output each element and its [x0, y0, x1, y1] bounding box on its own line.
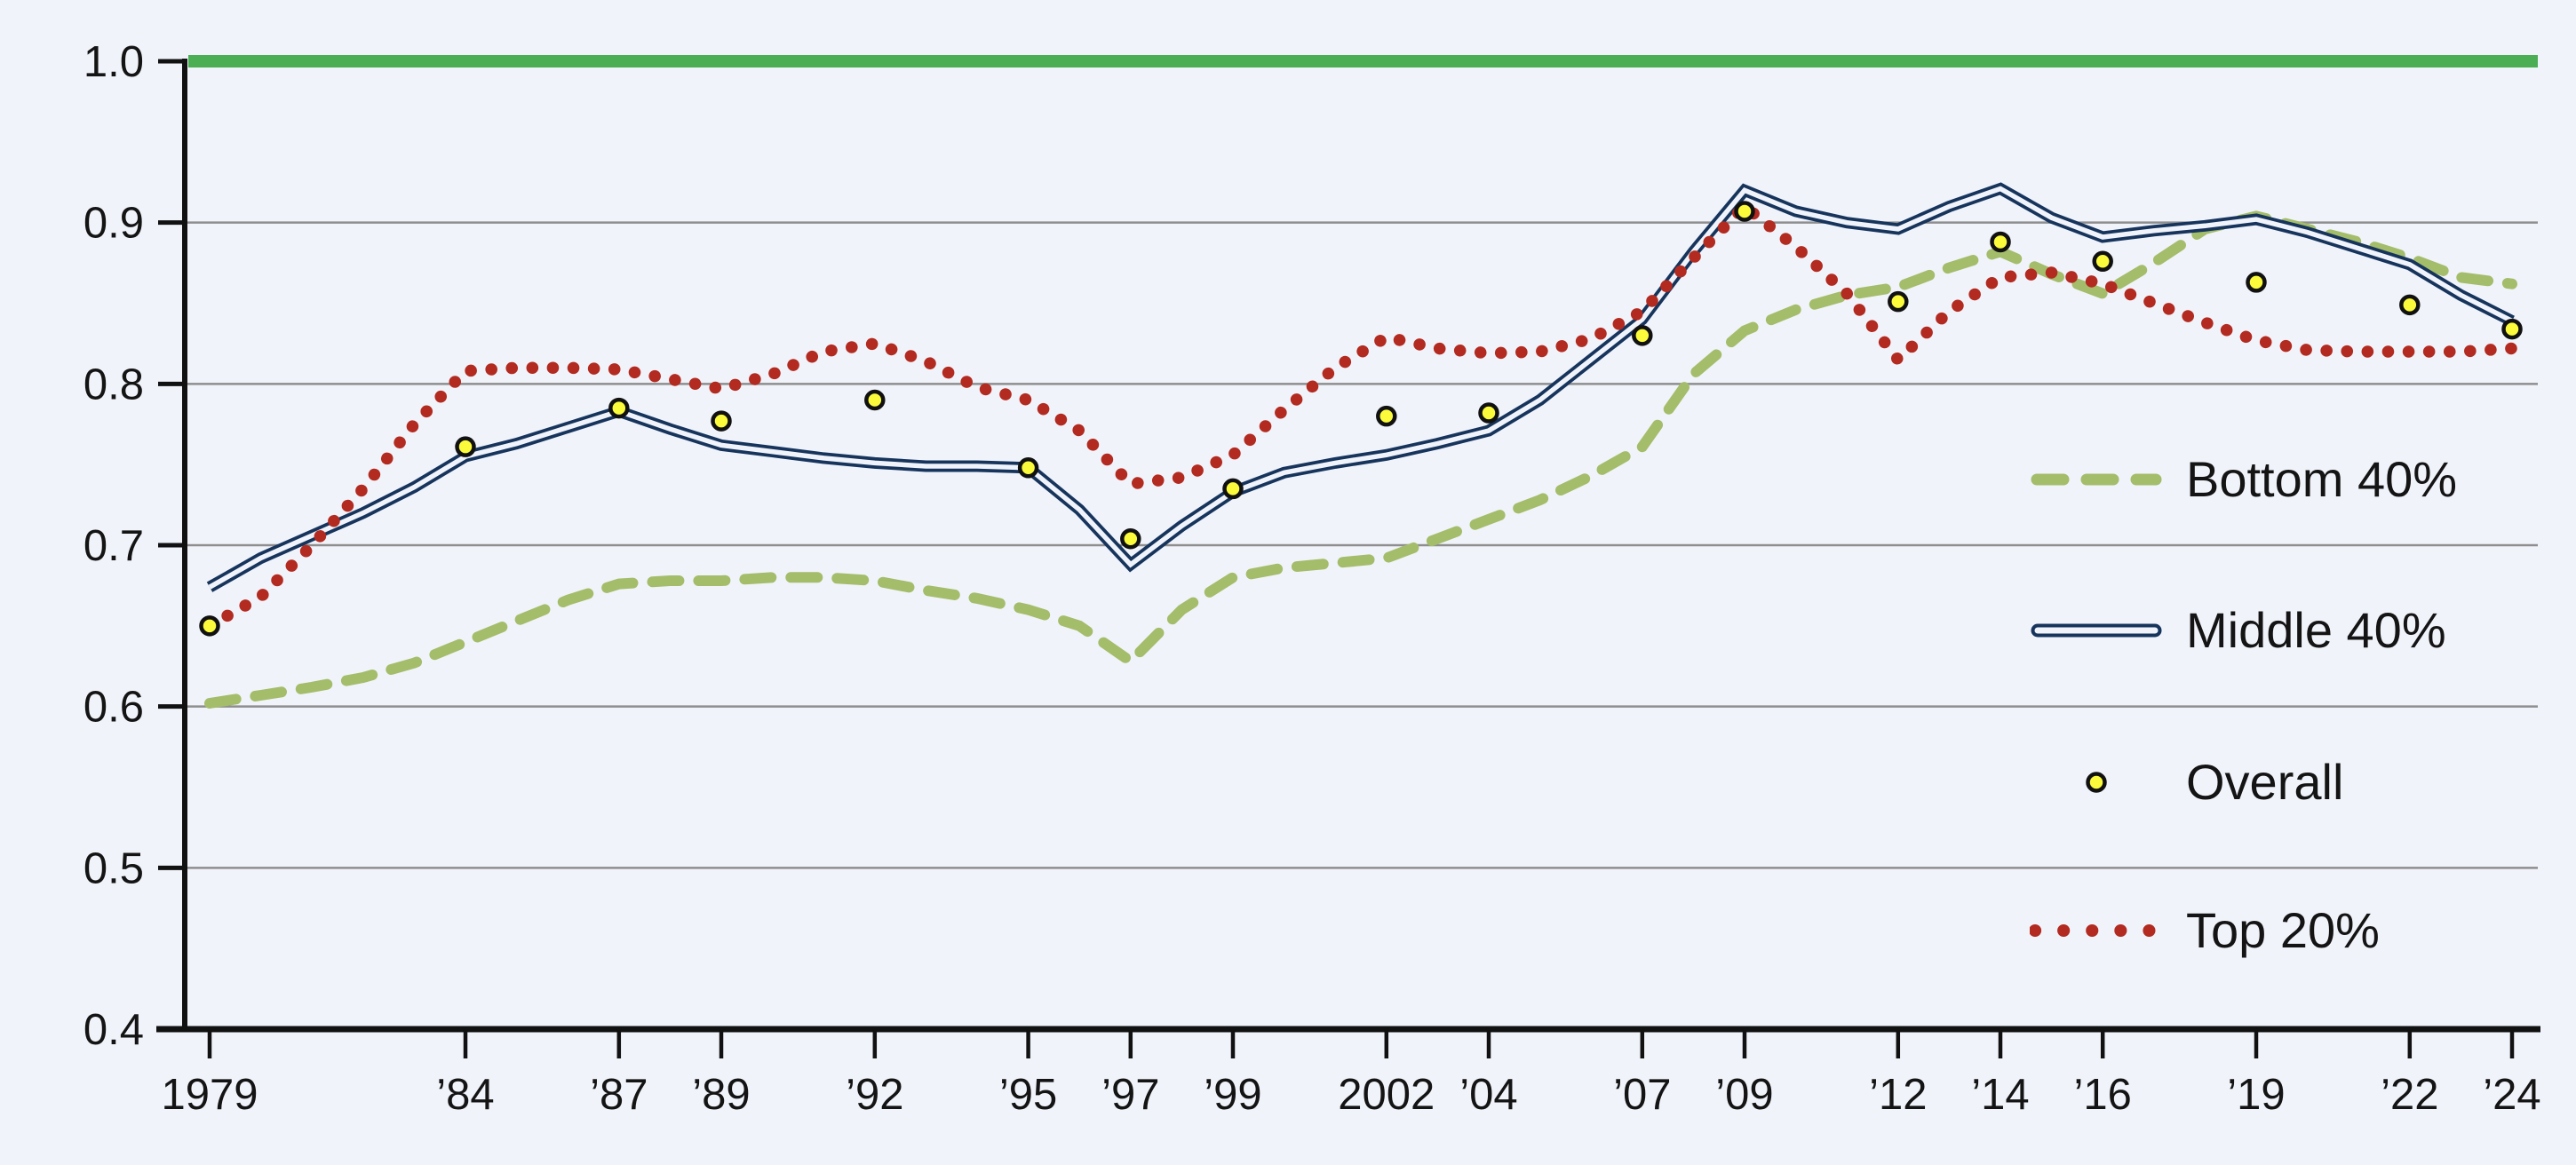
y-tick-label: 0.5	[83, 844, 144, 892]
y-tick-label: 1.0	[83, 38, 144, 86]
overall-data-point	[1376, 405, 1397, 427]
overall-data-point	[455, 436, 476, 457]
series-bottom-40	[204, 210, 2517, 709]
overall-data-point	[199, 615, 220, 637]
x-tick-label: ’07	[1613, 1071, 1671, 1119]
overall-data-point	[864, 389, 886, 411]
overall-data-point	[1222, 478, 1244, 500]
x-tick-label: ’12	[1869, 1071, 1927, 1119]
x-tick-label: ’84	[436, 1071, 494, 1119]
x-tick-label: ’19	[2227, 1071, 2285, 1119]
y-tick-label: 0.9	[83, 200, 144, 248]
x-tick-label: ’99	[1204, 1071, 1261, 1119]
series-middle-40-inner	[208, 186, 2514, 590]
x-tick-label: ’14	[1971, 1071, 2029, 1119]
x-tick-label: ’16	[2074, 1071, 2132, 1119]
overall-data-point	[1990, 231, 2011, 253]
x-tick-label: ’87	[590, 1071, 648, 1119]
x-tick-label: ’92	[846, 1071, 903, 1119]
overall-data-point	[2501, 318, 2523, 340]
overall-data-point	[711, 410, 732, 432]
x-tick-label: 2002	[1338, 1071, 1435, 1119]
y-tick-label: 0.8	[83, 361, 144, 408]
overall-data-point	[1632, 325, 1653, 346]
x-tick-label: ’97	[1101, 1071, 1159, 1119]
y-tick-label: 0.7	[83, 522, 144, 570]
x-tick-label: ’22	[2381, 1071, 2438, 1119]
x-tick-label: ’89	[692, 1071, 750, 1119]
overall-data-point	[2399, 294, 2421, 316]
x-tick-label: ’04	[1459, 1071, 1517, 1119]
overall-data-point	[2092, 250, 2113, 273]
x-tick-label: 1979	[161, 1071, 258, 1119]
x-tick-label: ’95	[999, 1071, 1057, 1119]
y-tick-label: 0.6	[83, 684, 144, 732]
overall-data-point	[1017, 457, 1039, 479]
overall-data-point	[1734, 201, 1755, 222]
overall-data-point	[2246, 272, 2267, 293]
y-tick-label: 0.4	[83, 1006, 144, 1054]
x-tick-label: ’24	[2483, 1071, 2540, 1119]
overall-data-point	[608, 397, 630, 419]
series-top-20	[203, 198, 2518, 632]
overall-data-point	[1120, 527, 1141, 550]
overall-data-point	[1888, 290, 1909, 313]
x-tick-label: ’09	[1715, 1071, 1773, 1119]
overall-data-point	[1478, 402, 1499, 424]
